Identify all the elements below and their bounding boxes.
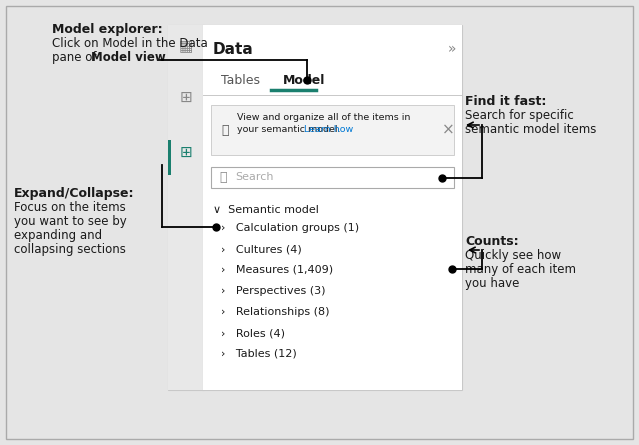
Text: ›   Measures (1,409): › Measures (1,409) bbox=[221, 265, 333, 275]
Text: ⊞: ⊞ bbox=[179, 145, 192, 159]
Bar bbox=[211, 167, 454, 188]
Bar bbox=[203, 25, 462, 390]
Text: ›   Relationships (8): › Relationships (8) bbox=[221, 307, 330, 317]
Bar bbox=[211, 105, 454, 155]
Text: your semantic model.: your semantic model. bbox=[237, 125, 341, 134]
Text: Click on Model in the Data: Click on Model in the Data bbox=[52, 37, 208, 50]
Text: Learn how: Learn how bbox=[301, 125, 353, 134]
Text: ▦: ▦ bbox=[178, 40, 193, 54]
Text: »: » bbox=[448, 42, 456, 56]
Text: ›   Calculation groups (1): › Calculation groups (1) bbox=[221, 223, 359, 233]
Text: many of each item: many of each item bbox=[465, 263, 576, 276]
Text: ›   Perspectives (3): › Perspectives (3) bbox=[221, 286, 325, 296]
Text: ⊞: ⊞ bbox=[179, 89, 192, 105]
Text: collapsing sections: collapsing sections bbox=[14, 243, 126, 256]
Text: ∨  Semantic model: ∨ Semantic model bbox=[213, 205, 319, 215]
Text: Model: Model bbox=[283, 73, 325, 86]
Text: ›   Tables (12): › Tables (12) bbox=[221, 349, 296, 359]
Bar bbox=[168, 25, 462, 390]
Text: you have: you have bbox=[465, 277, 520, 290]
Text: expanding and: expanding and bbox=[14, 229, 102, 242]
Text: Data: Data bbox=[213, 41, 254, 57]
Text: ›   Roles (4): › Roles (4) bbox=[221, 328, 285, 338]
Text: Counts:: Counts: bbox=[465, 235, 519, 248]
Bar bbox=[168, 140, 171, 175]
Text: ×: × bbox=[442, 122, 454, 138]
Text: Model view: Model view bbox=[91, 51, 166, 64]
Bar bbox=[168, 25, 203, 390]
Text: ›   Cultures (4): › Cultures (4) bbox=[221, 244, 302, 254]
Text: Search: Search bbox=[235, 173, 273, 182]
Text: Model explorer:: Model explorer: bbox=[52, 23, 162, 36]
Text: pane of: pane of bbox=[52, 51, 100, 64]
Text: semantic model items: semantic model items bbox=[465, 123, 596, 136]
Text: Find it fast:: Find it fast: bbox=[465, 95, 546, 108]
Text: ⓘ: ⓘ bbox=[221, 124, 229, 137]
Text: Expand/Collapse:: Expand/Collapse: bbox=[14, 187, 134, 200]
Text: Focus on the items: Focus on the items bbox=[14, 201, 126, 214]
Text: View and organize all of the items in: View and organize all of the items in bbox=[237, 113, 410, 122]
Text: Tables: Tables bbox=[221, 73, 260, 86]
Text: ⌕: ⌕ bbox=[219, 171, 227, 184]
Text: Quickly see how: Quickly see how bbox=[465, 249, 561, 262]
Text: you want to see by: you want to see by bbox=[14, 215, 127, 228]
Text: Search for specific: Search for specific bbox=[465, 109, 574, 122]
